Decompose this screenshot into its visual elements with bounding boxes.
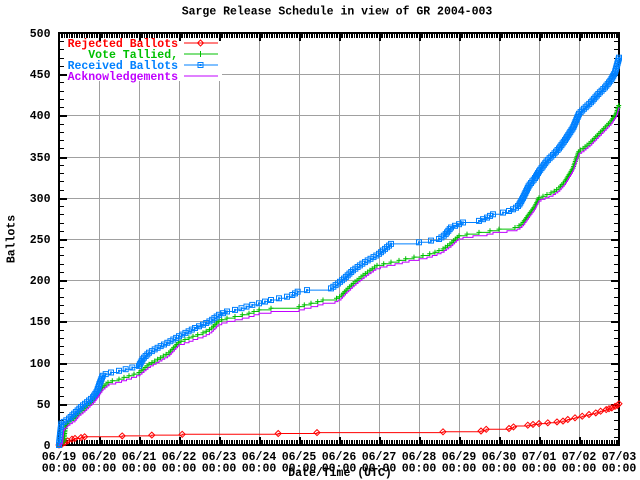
- svg-text:00:00: 00:00: [562, 463, 597, 476]
- svg-text:00:00: 00:00: [402, 463, 437, 476]
- svg-text:150: 150: [30, 316, 51, 329]
- svg-text:Sarge Release Schedule in view: Sarge Release Schedule in view of GR 200…: [182, 6, 493, 19]
- svg-text:00:00: 00:00: [162, 463, 197, 476]
- svg-text:06/22: 06/22: [162, 451, 197, 464]
- svg-text:06/27: 06/27: [362, 451, 397, 464]
- svg-text:06/19: 06/19: [42, 451, 77, 464]
- svg-text:00:00: 00:00: [522, 463, 557, 476]
- svg-text:06/28: 06/28: [402, 451, 437, 464]
- svg-text:06/26: 06/26: [322, 451, 357, 464]
- svg-text:06/29: 06/29: [442, 451, 477, 464]
- svg-text:Date/Time (UTC): Date/Time (UTC): [288, 467, 392, 480]
- svg-text:07/03: 07/03: [602, 451, 637, 464]
- svg-text:07/01: 07/01: [522, 451, 557, 464]
- svg-text:00:00: 00:00: [42, 463, 77, 476]
- svg-text:100: 100: [30, 358, 51, 371]
- svg-text:Rejected Ballots: Rejected Ballots: [68, 38, 179, 51]
- svg-text:00:00: 00:00: [202, 463, 237, 476]
- svg-text:50: 50: [37, 399, 51, 412]
- svg-text:00:00: 00:00: [362, 463, 397, 476]
- svg-text:200: 200: [30, 275, 51, 288]
- svg-text:00:00: 00:00: [482, 463, 517, 476]
- svg-text:0: 0: [44, 440, 51, 453]
- svg-text:00:00: 00:00: [602, 463, 637, 476]
- svg-text:450: 450: [30, 69, 51, 82]
- svg-text:400: 400: [30, 110, 51, 123]
- svg-text:00:00: 00:00: [82, 463, 117, 476]
- svg-text:00:00: 00:00: [282, 463, 317, 476]
- svg-text:06/20: 06/20: [82, 451, 117, 464]
- svg-text:00:00: 00:00: [122, 463, 157, 476]
- svg-text:07/02: 07/02: [562, 451, 597, 464]
- svg-text:06/23: 06/23: [202, 451, 237, 464]
- svg-text:Ballots: Ballots: [6, 215, 19, 263]
- svg-text:00:00: 00:00: [322, 463, 357, 476]
- svg-text:06/30: 06/30: [482, 451, 517, 464]
- svg-text:350: 350: [30, 152, 51, 165]
- svg-text:500: 500: [30, 28, 51, 41]
- svg-text:00:00: 00:00: [442, 463, 477, 476]
- svg-text:00:00: 00:00: [242, 463, 277, 476]
- svg-text:300: 300: [30, 193, 51, 206]
- svg-text:06/24: 06/24: [242, 451, 277, 464]
- svg-text:06/25: 06/25: [282, 451, 317, 464]
- svg-text:Vote Tallied,: Vote Tallied,: [88, 49, 178, 62]
- svg-text:Acknowledgements: Acknowledgements: [68, 71, 179, 84]
- svg-text:250: 250: [30, 234, 51, 247]
- svg-text:Received Ballots: Received Ballots: [68, 60, 179, 73]
- svg-text:06/21: 06/21: [122, 451, 157, 464]
